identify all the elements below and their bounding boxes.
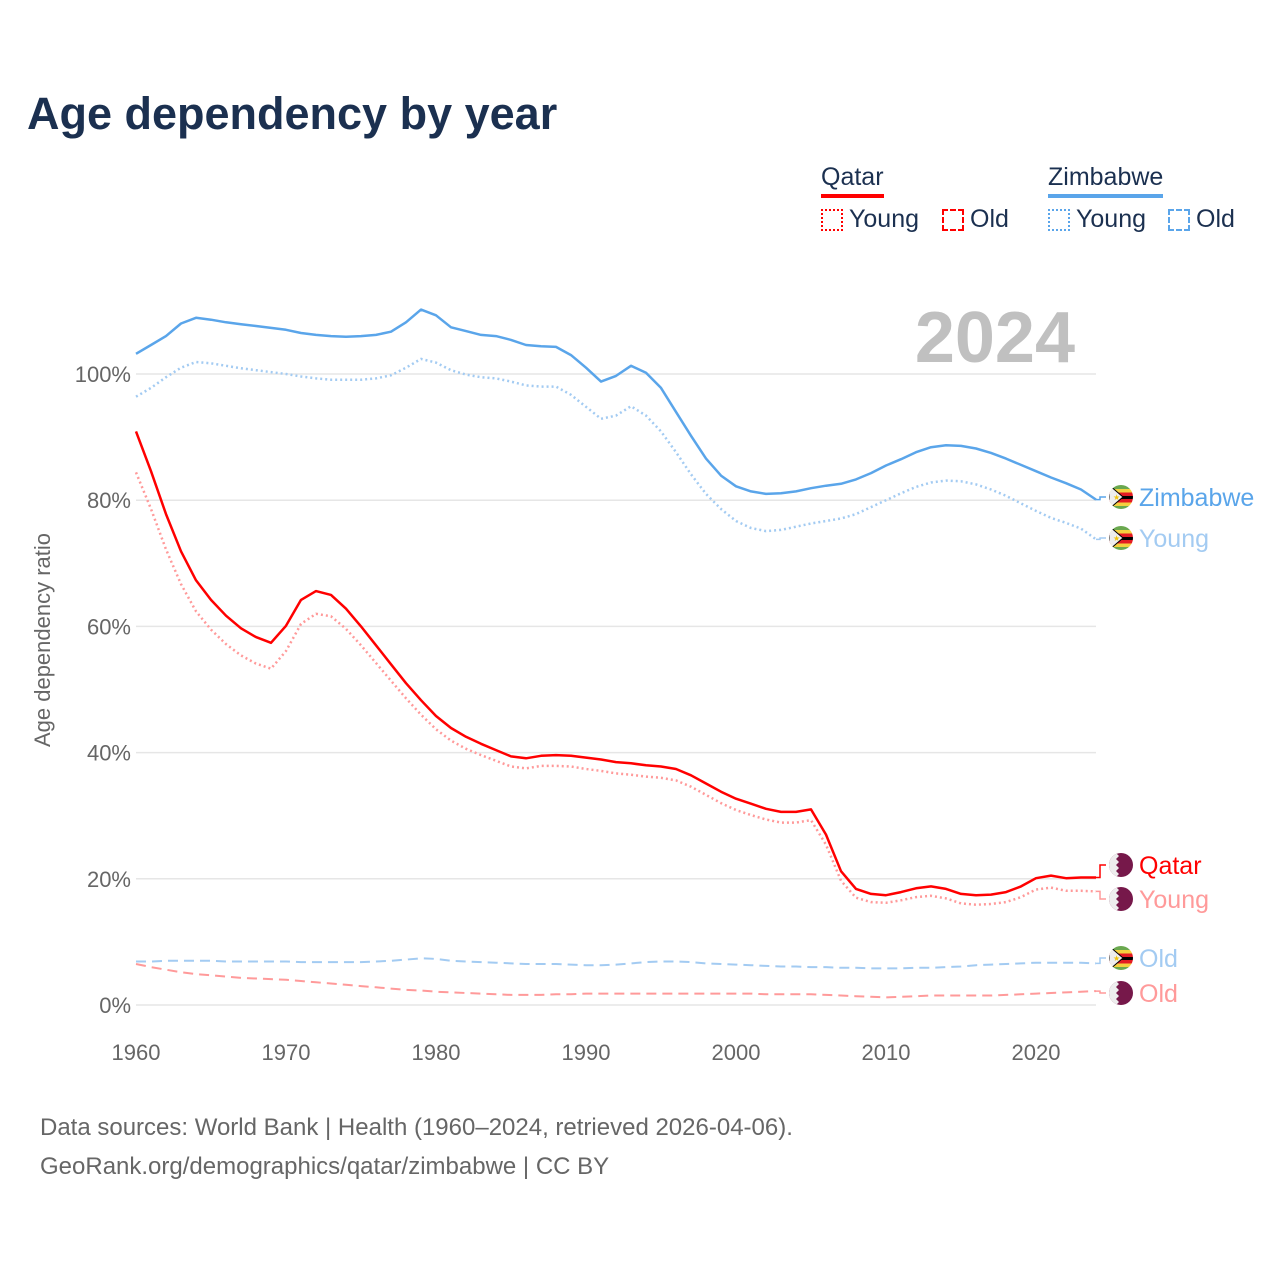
year-watermark: 2024 <box>915 298 1075 378</box>
legend-qatar-old[interactable]: Old <box>942 205 1009 234</box>
y-tick-label: 60% <box>87 614 131 639</box>
x-tick-label: 2000 <box>712 1040 761 1065</box>
end-label: Young <box>1139 525 1209 553</box>
end-label: Qatar <box>1139 852 1202 880</box>
source-link[interactable]: GeoRank.org/demographics/qatar/zimbabwe … <box>40 1153 610 1180</box>
legend-swatch-dashed <box>1168 208 1190 231</box>
legend-qatar-young[interactable]: Young <box>821 205 919 234</box>
series-line-zimbabwe[interactable] <box>135 308 1097 501</box>
y-tick-label: 0% <box>99 993 131 1018</box>
legend-label: Old <box>970 205 1009 233</box>
y-tick-label: 80% <box>87 488 131 513</box>
end-label: Zimbabwe <box>1139 484 1254 512</box>
qatar-flag-icon <box>1109 981 1133 1005</box>
legend-swatch-dotted <box>821 208 843 231</box>
x-tick-label: 2010 <box>862 1040 911 1065</box>
series-line-qatar-young[interactable] <box>134 471 1097 906</box>
legend-swatch-dashed <box>942 208 964 231</box>
legend-label: Young <box>849 205 919 233</box>
series-line-zimbabwe-old[interactable] <box>136 957 1097 970</box>
chart-title: Age dependency by year <box>27 88 558 139</box>
series-line-zimbabwe-young[interactable] <box>135 357 1097 541</box>
y-tick-label: 40% <box>87 741 131 766</box>
legend-country-qatar[interactable]: Qatar <box>821 163 884 198</box>
qatar-flag-icon <box>1109 887 1133 911</box>
label-connector <box>1096 864 1106 879</box>
label-connector <box>1096 496 1106 501</box>
y-tick-label: 20% <box>87 867 131 892</box>
label-connector <box>1096 990 1106 994</box>
zimbabwe-flag-icon <box>1109 526 1133 550</box>
legend-swatch-dotted <box>1048 208 1070 231</box>
data-source-note: Data sources: World Bank | Health (1960–… <box>40 1114 793 1141</box>
end-label: Old <box>1139 980 1178 1008</box>
line-chart: 2024 Age dependency ratio 0% 20% 40% 60% 80%… <box>30 298 1254 1065</box>
legend-zimbabwe-young[interactable]: Young <box>1048 205 1146 234</box>
x-tick-label: 1960 <box>112 1040 161 1065</box>
footer: Data sources: World Bank | Health (1960–… <box>40 1108 793 1186</box>
legend-label: Young <box>1076 205 1146 233</box>
x-tick-label: 1970 <box>262 1040 311 1065</box>
legend-label: Old <box>1196 205 1235 233</box>
end-label: Young <box>1139 886 1209 914</box>
y-tick-label: 100% <box>75 362 131 387</box>
series-line-qatar[interactable] <box>134 430 1096 897</box>
x-tick-label: 2020 <box>1012 1040 1061 1065</box>
zimbabwe-flag-icon <box>1109 485 1133 509</box>
qatar-flag-icon <box>1109 853 1133 877</box>
x-tick-label: 1990 <box>562 1040 611 1065</box>
y-axis-label: Age dependency ratio <box>30 533 55 747</box>
label-connector <box>1096 957 1106 965</box>
series-line-qatar-old[interactable] <box>135 963 1097 999</box>
zimbabwe-flag-icon <box>1109 946 1133 970</box>
end-label: Old <box>1139 945 1178 973</box>
legend-zimbabwe-old[interactable]: Old <box>1168 205 1235 234</box>
label-connector <box>1096 890 1106 900</box>
x-tick-label: 1980 <box>412 1040 461 1065</box>
legend-country-zimbabwe[interactable]: Zimbabwe <box>1048 163 1164 198</box>
label-connector <box>1096 537 1106 541</box>
